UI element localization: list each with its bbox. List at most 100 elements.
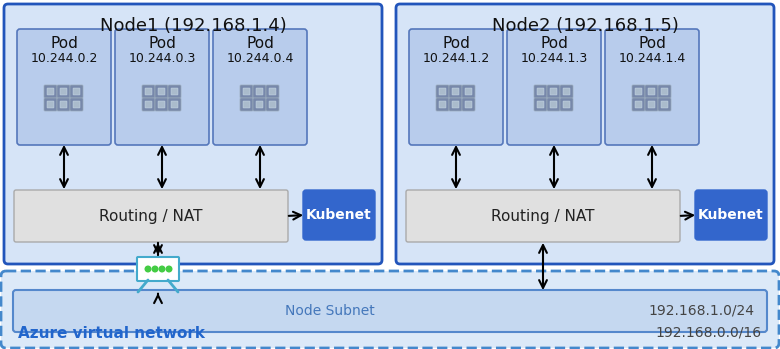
- Text: Node1 (192.168.1.4): Node1 (192.168.1.4): [100, 17, 286, 35]
- FancyBboxPatch shape: [648, 88, 655, 95]
- FancyBboxPatch shape: [1, 271, 779, 348]
- FancyBboxPatch shape: [266, 98, 279, 111]
- FancyBboxPatch shape: [240, 85, 253, 98]
- Text: Pod: Pod: [50, 37, 78, 52]
- FancyBboxPatch shape: [60, 88, 67, 95]
- FancyBboxPatch shape: [70, 98, 83, 111]
- FancyBboxPatch shape: [303, 190, 375, 240]
- FancyBboxPatch shape: [57, 85, 70, 98]
- FancyBboxPatch shape: [256, 88, 263, 95]
- FancyBboxPatch shape: [168, 98, 181, 111]
- FancyBboxPatch shape: [439, 88, 446, 95]
- FancyBboxPatch shape: [534, 98, 547, 111]
- Text: 192.168.1.0/24: 192.168.1.0/24: [648, 304, 754, 318]
- Circle shape: [159, 266, 165, 272]
- FancyBboxPatch shape: [462, 98, 475, 111]
- FancyBboxPatch shape: [537, 101, 544, 108]
- FancyBboxPatch shape: [14, 190, 288, 242]
- FancyBboxPatch shape: [465, 88, 472, 95]
- FancyBboxPatch shape: [550, 101, 557, 108]
- FancyBboxPatch shape: [436, 85, 449, 98]
- Text: Pod: Pod: [638, 37, 666, 52]
- FancyBboxPatch shape: [253, 98, 266, 111]
- FancyBboxPatch shape: [47, 101, 54, 108]
- Text: Node Subnet: Node Subnet: [285, 304, 375, 318]
- FancyBboxPatch shape: [507, 29, 601, 145]
- FancyBboxPatch shape: [645, 85, 658, 98]
- FancyBboxPatch shape: [452, 101, 459, 108]
- Circle shape: [166, 266, 172, 272]
- FancyBboxPatch shape: [449, 98, 462, 111]
- Text: 10.244.1.4: 10.244.1.4: [619, 52, 686, 65]
- Text: 10.244.1.2: 10.244.1.2: [423, 52, 490, 65]
- FancyBboxPatch shape: [648, 101, 655, 108]
- Circle shape: [152, 266, 158, 272]
- Text: Node2 (192.168.1.5): Node2 (192.168.1.5): [491, 17, 679, 35]
- FancyBboxPatch shape: [47, 88, 54, 95]
- FancyBboxPatch shape: [635, 88, 642, 95]
- FancyBboxPatch shape: [537, 88, 544, 95]
- FancyBboxPatch shape: [44, 98, 57, 111]
- FancyBboxPatch shape: [632, 85, 645, 98]
- FancyBboxPatch shape: [60, 101, 67, 108]
- FancyBboxPatch shape: [635, 101, 642, 108]
- FancyBboxPatch shape: [158, 88, 165, 95]
- FancyBboxPatch shape: [645, 98, 658, 111]
- FancyBboxPatch shape: [240, 98, 253, 111]
- FancyBboxPatch shape: [171, 88, 178, 95]
- FancyBboxPatch shape: [269, 101, 276, 108]
- FancyBboxPatch shape: [213, 29, 307, 145]
- Text: Pod: Pod: [148, 37, 176, 52]
- FancyBboxPatch shape: [171, 101, 178, 108]
- FancyBboxPatch shape: [269, 88, 276, 95]
- FancyBboxPatch shape: [57, 98, 70, 111]
- Text: 10.244.0.4: 10.244.0.4: [226, 52, 294, 65]
- FancyBboxPatch shape: [13, 290, 767, 332]
- FancyBboxPatch shape: [550, 88, 557, 95]
- Text: Pod: Pod: [540, 37, 568, 52]
- FancyBboxPatch shape: [396, 4, 774, 264]
- FancyBboxPatch shape: [70, 85, 83, 98]
- FancyBboxPatch shape: [253, 85, 266, 98]
- Text: Kubenet: Kubenet: [306, 208, 372, 222]
- FancyBboxPatch shape: [115, 29, 209, 145]
- Text: Kubenet: Kubenet: [698, 208, 764, 222]
- FancyBboxPatch shape: [449, 85, 462, 98]
- Text: 10.244.0.3: 10.244.0.3: [129, 52, 196, 65]
- Text: Pod: Pod: [442, 37, 470, 52]
- FancyBboxPatch shape: [695, 190, 767, 240]
- Text: Routing / NAT: Routing / NAT: [99, 208, 203, 223]
- FancyBboxPatch shape: [73, 101, 80, 108]
- FancyBboxPatch shape: [658, 85, 671, 98]
- Text: Pod: Pod: [246, 37, 274, 52]
- FancyBboxPatch shape: [409, 29, 503, 145]
- FancyBboxPatch shape: [145, 88, 152, 95]
- FancyBboxPatch shape: [632, 98, 645, 111]
- FancyBboxPatch shape: [563, 101, 570, 108]
- FancyBboxPatch shape: [168, 85, 181, 98]
- Text: 10.244.0.2: 10.244.0.2: [30, 52, 98, 65]
- FancyBboxPatch shape: [560, 85, 573, 98]
- FancyBboxPatch shape: [547, 98, 560, 111]
- FancyBboxPatch shape: [661, 101, 668, 108]
- FancyBboxPatch shape: [605, 29, 699, 145]
- FancyBboxPatch shape: [44, 85, 57, 98]
- FancyBboxPatch shape: [142, 85, 155, 98]
- FancyBboxPatch shape: [243, 101, 250, 108]
- FancyBboxPatch shape: [243, 88, 250, 95]
- FancyBboxPatch shape: [452, 88, 459, 95]
- FancyBboxPatch shape: [534, 85, 547, 98]
- Text: Routing / NAT: Routing / NAT: [491, 208, 594, 223]
- FancyBboxPatch shape: [547, 85, 560, 98]
- FancyBboxPatch shape: [658, 98, 671, 111]
- FancyBboxPatch shape: [137, 257, 179, 281]
- FancyBboxPatch shape: [465, 101, 472, 108]
- FancyBboxPatch shape: [73, 88, 80, 95]
- FancyBboxPatch shape: [560, 98, 573, 111]
- FancyBboxPatch shape: [462, 85, 475, 98]
- Circle shape: [145, 266, 151, 272]
- FancyBboxPatch shape: [563, 88, 570, 95]
- FancyBboxPatch shape: [17, 29, 111, 145]
- FancyBboxPatch shape: [155, 98, 168, 111]
- Text: 192.168.0.0/16: 192.168.0.0/16: [656, 326, 762, 340]
